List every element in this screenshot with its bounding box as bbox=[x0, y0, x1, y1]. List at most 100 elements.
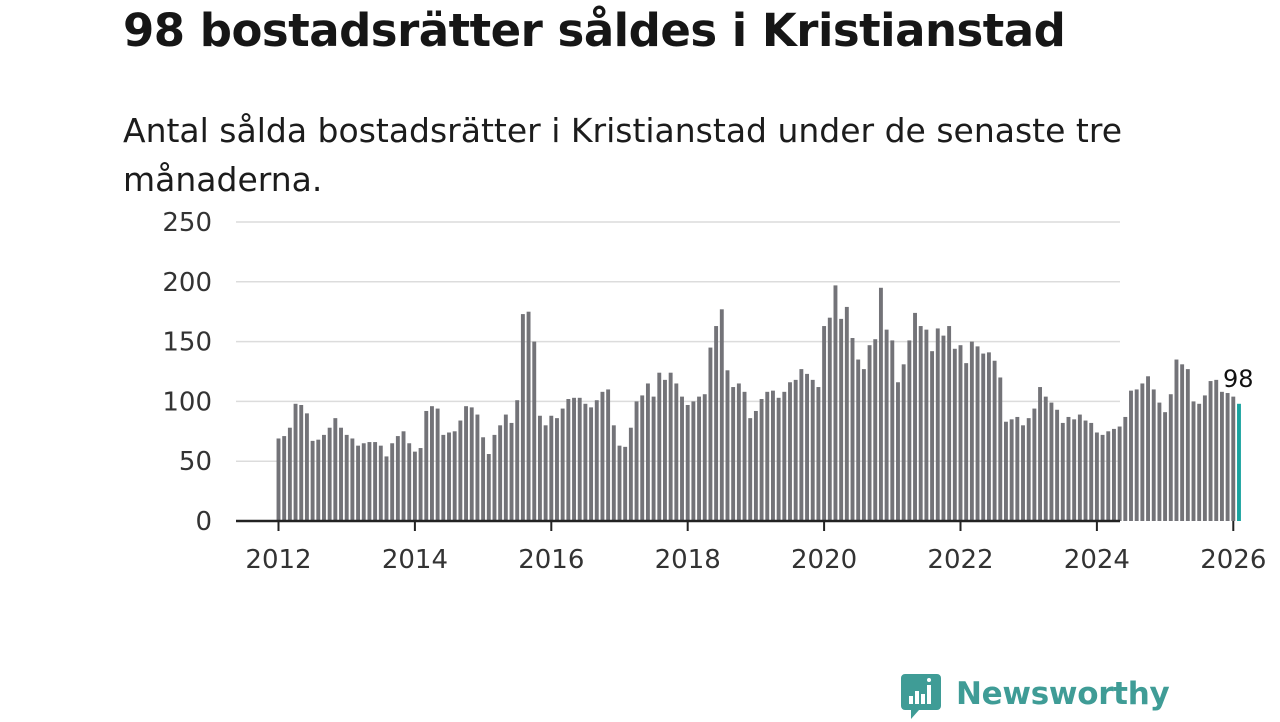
bar bbox=[833, 285, 838, 521]
bar bbox=[1168, 394, 1173, 521]
bar bbox=[793, 379, 798, 521]
bar bbox=[725, 370, 730, 521]
bar bbox=[867, 345, 872, 521]
bar bbox=[310, 440, 315, 521]
bar bbox=[1072, 419, 1077, 521]
bar bbox=[447, 432, 451, 521]
bar bbox=[776, 397, 781, 521]
bar bbox=[1225, 393, 1230, 521]
bar bbox=[981, 353, 986, 521]
bar bbox=[913, 312, 917, 521]
bar bbox=[663, 379, 667, 521]
x-tick-label: 2012 bbox=[245, 545, 311, 575]
bar bbox=[1214, 379, 1219, 521]
bar bbox=[1112, 428, 1116, 521]
bar bbox=[952, 348, 957, 521]
bar bbox=[1004, 421, 1008, 521]
bar bbox=[469, 407, 474, 521]
y-tick-label: 250 bbox=[162, 208, 212, 238]
y-tick-label: 50 bbox=[179, 447, 212, 477]
y-tick-label: 200 bbox=[162, 268, 212, 298]
bar bbox=[492, 434, 497, 521]
bar bbox=[322, 434, 326, 521]
bar bbox=[435, 408, 440, 521]
bar bbox=[878, 287, 883, 521]
bar bbox=[788, 382, 792, 521]
bar bbox=[918, 326, 923, 521]
bar bbox=[1094, 432, 1099, 521]
bar bbox=[753, 410, 758, 521]
bar bbox=[822, 326, 827, 521]
newsworthy-logo: Newsworthy bbox=[901, 670, 1170, 722]
bar bbox=[577, 397, 582, 521]
bar bbox=[702, 394, 707, 521]
bar bbox=[356, 445, 361, 521]
bar bbox=[998, 377, 1003, 521]
bar bbox=[367, 442, 372, 521]
bar bbox=[1185, 369, 1190, 521]
bar bbox=[850, 338, 855, 521]
bar bbox=[924, 329, 929, 521]
bar bbox=[498, 425, 503, 521]
bar bbox=[424, 410, 429, 521]
bar bbox=[594, 400, 599, 521]
bar bbox=[606, 389, 611, 521]
bar bbox=[549, 415, 554, 521]
bar bbox=[327, 427, 332, 521]
bar bbox=[640, 395, 645, 521]
bar bbox=[304, 413, 309, 521]
bar bbox=[634, 401, 639, 521]
bar bbox=[1083, 420, 1088, 521]
x-axis-ticks: 2012 2014 2016 2018 2020 2022 2024 2026 bbox=[245, 521, 1266, 575]
bar bbox=[736, 383, 741, 521]
bar bbox=[856, 359, 861, 521]
bar bbox=[583, 403, 588, 521]
bar bbox=[395, 436, 400, 521]
bar bbox=[810, 379, 815, 521]
x-tick-label: 2020 bbox=[791, 545, 857, 575]
bar bbox=[827, 317, 832, 521]
bar bbox=[390, 443, 395, 521]
bar bbox=[964, 363, 969, 521]
bar bbox=[1140, 383, 1145, 521]
bar bbox=[708, 347, 713, 521]
bar bbox=[1009, 419, 1014, 521]
bar bbox=[486, 454, 491, 521]
bar bbox=[742, 391, 747, 521]
bar bbox=[697, 396, 702, 521]
bar-chart: 0 50 100 150 200 250 2012 2014 2016 2018 2020 2022… bbox=[162, 208, 1266, 575]
bar bbox=[765, 391, 770, 521]
bar bbox=[600, 391, 605, 521]
bar bbox=[1202, 395, 1207, 521]
bar bbox=[1117, 426, 1122, 521]
bar bbox=[1043, 396, 1048, 521]
bar bbox=[509, 422, 514, 521]
bar bbox=[782, 391, 787, 521]
bar bbox=[1123, 416, 1128, 521]
bar bbox=[844, 306, 849, 521]
bar bbox=[412, 451, 417, 521]
bar bbox=[1134, 389, 1139, 521]
bar bbox=[861, 369, 866, 521]
newsworthy-logo-icon bbox=[901, 674, 941, 719]
bar bbox=[935, 328, 940, 521]
bar bbox=[617, 445, 622, 521]
bar bbox=[464, 406, 468, 521]
bar bbox=[276, 438, 281, 521]
bar bbox=[1191, 401, 1196, 521]
bar bbox=[378, 445, 383, 521]
bar bbox=[947, 326, 952, 521]
bar bbox=[799, 369, 804, 521]
bar bbox=[1106, 431, 1111, 521]
bar bbox=[628, 427, 633, 521]
bar bbox=[1219, 391, 1224, 521]
bar bbox=[1100, 434, 1105, 521]
bar bbox=[805, 373, 809, 521]
bar bbox=[986, 352, 991, 521]
x-tick-label: 2024 bbox=[1064, 545, 1130, 575]
bar bbox=[623, 446, 628, 521]
bar bbox=[430, 406, 434, 521]
bar bbox=[839, 318, 844, 521]
x-tick-label: 2018 bbox=[655, 545, 721, 575]
x-tick-label: 2026 bbox=[1200, 545, 1266, 575]
